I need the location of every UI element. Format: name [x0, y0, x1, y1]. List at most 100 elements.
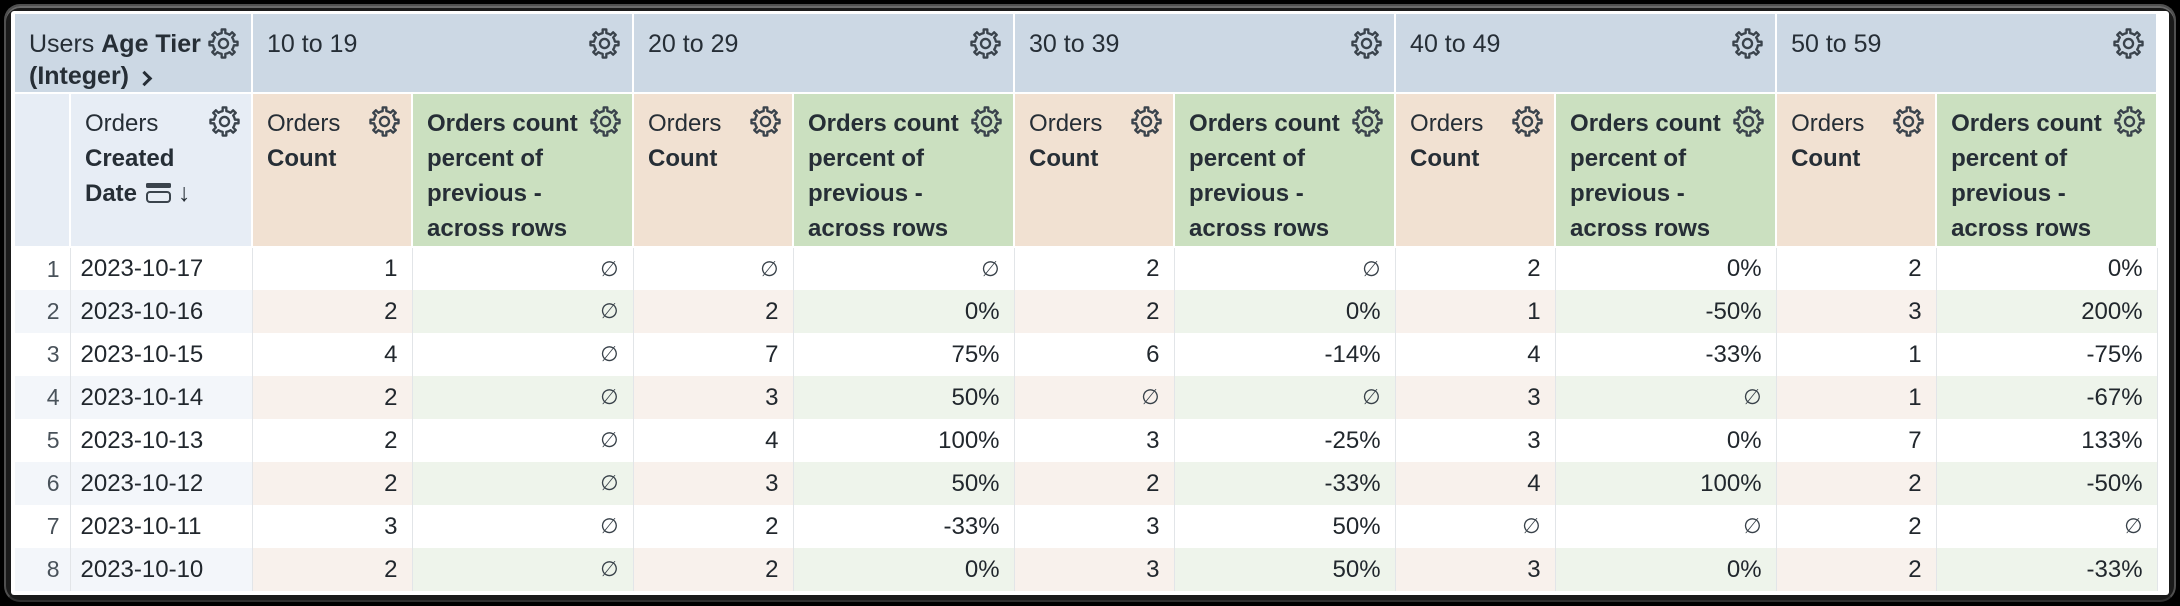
orders-count-header[interactable]: Orders Count: [1776, 93, 1938, 248]
count-cell[interactable]: 2: [1395, 247, 1556, 290]
count-cell[interactable]: 3: [1014, 505, 1175, 548]
pivot-value-header-50-to-59[interactable]: 50 to 59: [1776, 14, 2159, 94]
count-cell[interactable]: 4: [633, 419, 794, 462]
percent-cell[interactable]: ∅: [412, 290, 634, 333]
count-cell[interactable]: 2: [633, 548, 794, 591]
orders-count-percent-header[interactable]: Orders count percent of previous - acros…: [1555, 93, 1778, 248]
count-cell[interactable]: 2: [1776, 505, 1937, 548]
percent-cell[interactable]: ∅: [412, 247, 634, 290]
orders-count-percent-header[interactable]: Orders count percent of previous - acros…: [412, 93, 635, 248]
pivot-axis-header[interactable]: Users Age Tier (Integer): [15, 14, 253, 94]
gear-icon[interactable]: [588, 27, 621, 60]
count-cell[interactable]: 2: [633, 290, 794, 333]
orders-count-percent-header[interactable]: Orders count percent of previous - acros…: [1936, 93, 2159, 248]
orders-count-header[interactable]: Orders Count: [633, 93, 795, 248]
percent-cell[interactable]: 0%: [1936, 247, 2158, 290]
orders-count-header[interactable]: Orders Count: [1395, 93, 1557, 248]
date-cell[interactable]: 2023-10-15: [70, 333, 253, 376]
percent-cell[interactable]: 0%: [793, 290, 1015, 333]
percent-cell[interactable]: -14%: [1174, 333, 1396, 376]
count-cell[interactable]: 3: [633, 376, 794, 419]
count-cell[interactable]: 3: [1776, 290, 1937, 333]
count-cell[interactable]: 1: [1395, 290, 1556, 333]
count-cell[interactable]: 2: [1776, 247, 1937, 290]
chevron-right-icon[interactable]: [136, 70, 153, 87]
count-cell[interactable]: 1: [1776, 333, 1937, 376]
count-cell[interactable]: 2: [252, 462, 413, 505]
percent-cell[interactable]: ∅: [412, 505, 634, 548]
percent-cell[interactable]: ∅: [412, 376, 634, 419]
gear-icon[interactable]: [1350, 27, 1383, 60]
percent-cell[interactable]: 100%: [1555, 462, 1777, 505]
percent-cell[interactable]: ∅: [412, 419, 634, 462]
orders-count-percent-header[interactable]: Orders count percent of previous - acros…: [1174, 93, 1397, 248]
count-cell[interactable]: 3: [1395, 548, 1556, 591]
gear-icon[interactable]: [1130, 105, 1163, 138]
gear-icon[interactable]: [970, 105, 1003, 138]
count-cell[interactable]: 2: [252, 419, 413, 462]
date-cell[interactable]: 2023-10-10: [70, 548, 253, 591]
count-cell[interactable]: 6: [1014, 333, 1175, 376]
percent-cell[interactable]: 133%: [1936, 419, 2158, 462]
percent-cell[interactable]: 0%: [1555, 247, 1777, 290]
gear-icon[interactable]: [208, 105, 241, 138]
gear-icon[interactable]: [1732, 105, 1765, 138]
percent-cell[interactable]: ∅: [1936, 505, 2158, 548]
orders-count-percent-header[interactable]: Orders count percent of previous - acros…: [793, 93, 1016, 248]
percent-cell[interactable]: ∅: [1174, 376, 1396, 419]
count-cell[interactable]: 3: [252, 505, 413, 548]
percent-cell[interactable]: ∅: [1174, 247, 1396, 290]
percent-cell[interactable]: ∅: [412, 462, 634, 505]
count-cell[interactable]: 2: [1014, 290, 1175, 333]
count-cell[interactable]: 2: [1014, 462, 1175, 505]
percent-cell[interactable]: -75%: [1936, 333, 2158, 376]
percent-cell[interactable]: -33%: [1174, 462, 1396, 505]
orders-created-date-header[interactable]: Orders Created Date ↓: [70, 93, 253, 248]
count-cell[interactable]: 2: [252, 290, 413, 333]
gear-icon[interactable]: [749, 105, 782, 138]
percent-cell[interactable]: -25%: [1174, 419, 1396, 462]
count-cell[interactable]: 2: [252, 548, 413, 591]
gear-icon[interactable]: [2112, 27, 2145, 60]
gear-icon[interactable]: [1892, 105, 1925, 138]
gear-icon[interactable]: [1351, 105, 1384, 138]
pivot-value-header-10-to-19[interactable]: 10 to 19: [252, 14, 635, 94]
count-cell[interactable]: 2: [252, 376, 413, 419]
count-cell[interactable]: 4: [1395, 333, 1556, 376]
percent-cell[interactable]: ∅: [793, 247, 1015, 290]
date-cell[interactable]: 2023-10-14: [70, 376, 253, 419]
date-cell[interactable]: 2023-10-12: [70, 462, 253, 505]
count-cell[interactable]: ∅: [1395, 505, 1556, 548]
percent-cell[interactable]: 0%: [793, 548, 1015, 591]
percent-cell[interactable]: -33%: [1555, 333, 1777, 376]
count-cell[interactable]: ∅: [633, 247, 794, 290]
count-cell[interactable]: 7: [633, 333, 794, 376]
count-cell[interactable]: 2: [1776, 548, 1937, 591]
percent-cell[interactable]: -67%: [1936, 376, 2158, 419]
date-cell[interactable]: 2023-10-16: [70, 290, 253, 333]
count-cell[interactable]: 3: [1014, 419, 1175, 462]
percent-cell[interactable]: ∅: [1555, 505, 1777, 548]
count-cell[interactable]: 4: [1395, 462, 1556, 505]
date-cell[interactable]: 2023-10-17: [70, 247, 253, 290]
percent-cell[interactable]: ∅: [1555, 376, 1777, 419]
percent-cell[interactable]: -33%: [1936, 548, 2158, 591]
percent-cell[interactable]: 100%: [793, 419, 1015, 462]
count-cell[interactable]: 4: [252, 333, 413, 376]
percent-cell[interactable]: -50%: [1936, 462, 2158, 505]
count-cell[interactable]: 2: [1014, 247, 1175, 290]
percent-cell[interactable]: 0%: [1555, 419, 1777, 462]
percent-cell[interactable]: 200%: [1936, 290, 2158, 333]
pivot-value-header-20-to-29[interactable]: 20 to 29: [633, 14, 1016, 94]
gear-icon[interactable]: [368, 105, 401, 138]
date-cell[interactable]: 2023-10-13: [70, 419, 253, 462]
percent-cell[interactable]: 50%: [793, 376, 1015, 419]
pivot-value-header-40-to-49[interactable]: 40 to 49: [1395, 14, 1778, 94]
percent-cell[interactable]: -33%: [793, 505, 1015, 548]
gear-icon[interactable]: [2113, 105, 2146, 138]
count-cell[interactable]: 1: [252, 247, 413, 290]
count-cell[interactable]: 3: [1395, 419, 1556, 462]
gear-icon[interactable]: [207, 27, 240, 60]
pivot-value-header-30-to-39[interactable]: 30 to 39: [1014, 14, 1397, 94]
count-cell[interactable]: 2: [1776, 462, 1937, 505]
